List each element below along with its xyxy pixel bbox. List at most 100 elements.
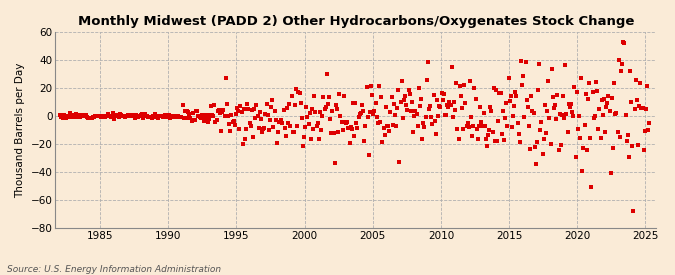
Point: [535, 128, 545, 132]
Point: [499, 138, 510, 142]
Point: [182, 109, 192, 113]
Point: [243, 106, 254, 111]
Point: [470, 97, 481, 101]
Point: [471, 127, 482, 131]
Point: [124, 113, 134, 118]
Point: [90, 114, 101, 118]
Point: [519, 115, 530, 119]
Point: [495, 90, 506, 95]
Point: [399, 98, 410, 102]
Point: [605, 170, 616, 175]
Point: [66, 114, 77, 119]
Point: [414, 104, 425, 108]
Point: [627, 144, 638, 148]
Point: [524, 147, 535, 151]
Point: [374, 84, 385, 88]
Point: [531, 140, 542, 144]
Point: [543, 79, 554, 83]
Point: [338, 128, 348, 132]
Point: [497, 109, 508, 114]
Point: [398, 116, 408, 120]
Point: [116, 113, 127, 117]
Point: [213, 108, 224, 112]
Point: [614, 134, 625, 139]
Point: [616, 69, 626, 73]
Point: [285, 124, 296, 128]
Point: [504, 99, 515, 103]
Point: [318, 95, 329, 99]
Point: [311, 124, 322, 128]
Point: [429, 119, 440, 123]
Point: [514, 140, 525, 144]
Point: [404, 91, 415, 96]
Point: [639, 147, 649, 152]
Point: [641, 107, 651, 112]
Point: [608, 146, 618, 150]
Point: [348, 101, 358, 105]
Point: [628, 209, 639, 213]
Point: [77, 113, 88, 118]
Point: [195, 116, 206, 120]
Point: [220, 76, 231, 80]
Point: [55, 113, 65, 118]
Point: [188, 110, 198, 115]
Point: [424, 107, 435, 111]
Point: [306, 137, 317, 141]
Point: [309, 94, 320, 98]
Point: [196, 112, 207, 117]
Point: [248, 107, 259, 112]
Point: [514, 131, 524, 136]
Point: [629, 106, 640, 111]
Point: [524, 124, 535, 129]
Point: [331, 107, 342, 111]
Point: [589, 116, 599, 120]
Point: [202, 119, 213, 124]
Point: [148, 114, 159, 118]
Point: [157, 114, 167, 119]
Point: [83, 116, 94, 121]
Point: [143, 114, 154, 119]
Point: [508, 114, 518, 119]
Point: [569, 85, 580, 89]
Point: [125, 114, 136, 118]
Point: [208, 114, 219, 118]
Point: [437, 98, 448, 102]
Point: [636, 106, 647, 110]
Point: [435, 104, 446, 109]
Point: [593, 127, 603, 132]
Point: [180, 108, 190, 113]
Point: [360, 124, 371, 129]
Point: [234, 126, 245, 131]
Point: [441, 112, 452, 117]
Point: [366, 83, 377, 88]
Point: [232, 106, 242, 110]
Point: [489, 139, 500, 143]
Point: [528, 111, 539, 116]
Point: [221, 102, 232, 106]
Point: [279, 125, 290, 130]
Point: [301, 105, 312, 109]
Point: [88, 114, 99, 119]
Point: [295, 101, 306, 106]
Point: [320, 105, 331, 109]
Point: [176, 115, 187, 119]
Point: [534, 62, 545, 66]
Point: [113, 115, 124, 119]
Point: [259, 126, 270, 130]
Point: [177, 103, 188, 108]
Point: [138, 116, 148, 120]
Point: [57, 114, 68, 118]
Point: [343, 125, 354, 130]
Point: [466, 115, 477, 119]
Point: [334, 92, 345, 96]
Point: [396, 79, 407, 84]
Point: [476, 120, 487, 125]
Point: [248, 135, 259, 139]
Point: [200, 116, 211, 121]
Point: [217, 110, 227, 114]
Point: [531, 161, 541, 166]
Point: [281, 105, 292, 110]
Point: [235, 104, 246, 108]
Point: [122, 114, 132, 118]
Point: [354, 112, 365, 116]
